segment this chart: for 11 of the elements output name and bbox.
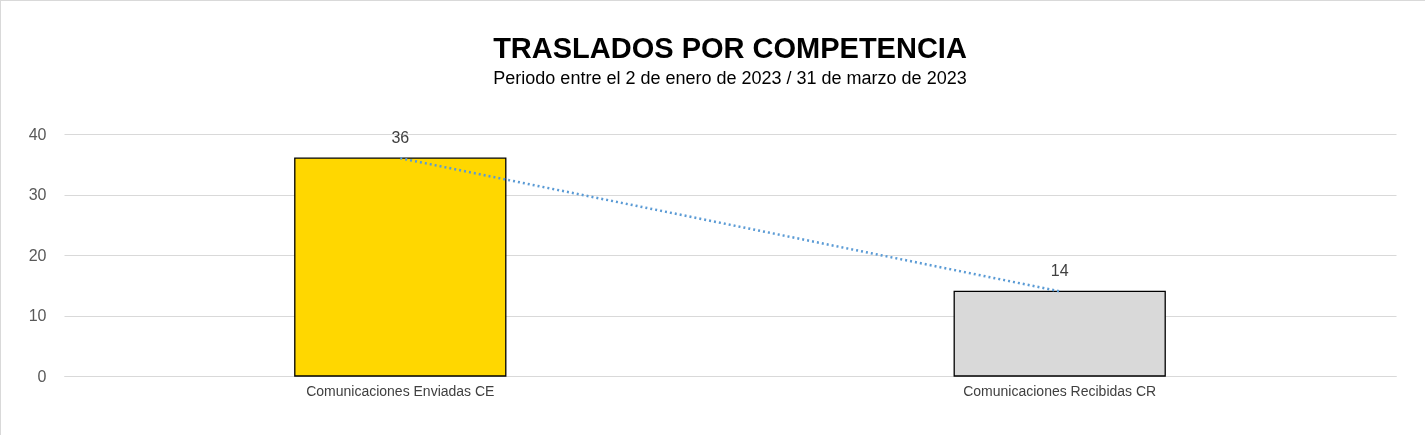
y-tick-label: 0	[37, 367, 47, 385]
chart-title: TRASLADOS POR COMPETENCIA	[493, 32, 967, 64]
y-tick-label: 20	[28, 246, 47, 264]
data-label: 14	[1050, 262, 1069, 280]
chart-subtitle: Periodo entre el 2 de enero de 2023 / 31 de marzo de 2023	[493, 68, 967, 88]
y-tick-label: 30	[28, 186, 47, 203]
data-label: 36	[391, 129, 410, 147]
y-tick-label: 40	[28, 125, 47, 143]
x-tick-label: Comunicaciones Recibidas CR	[963, 382, 1157, 399]
y-tick-label: 10	[28, 307, 47, 324]
x-tick-label: Comunicaciones Enviadas CE	[306, 382, 495, 399]
